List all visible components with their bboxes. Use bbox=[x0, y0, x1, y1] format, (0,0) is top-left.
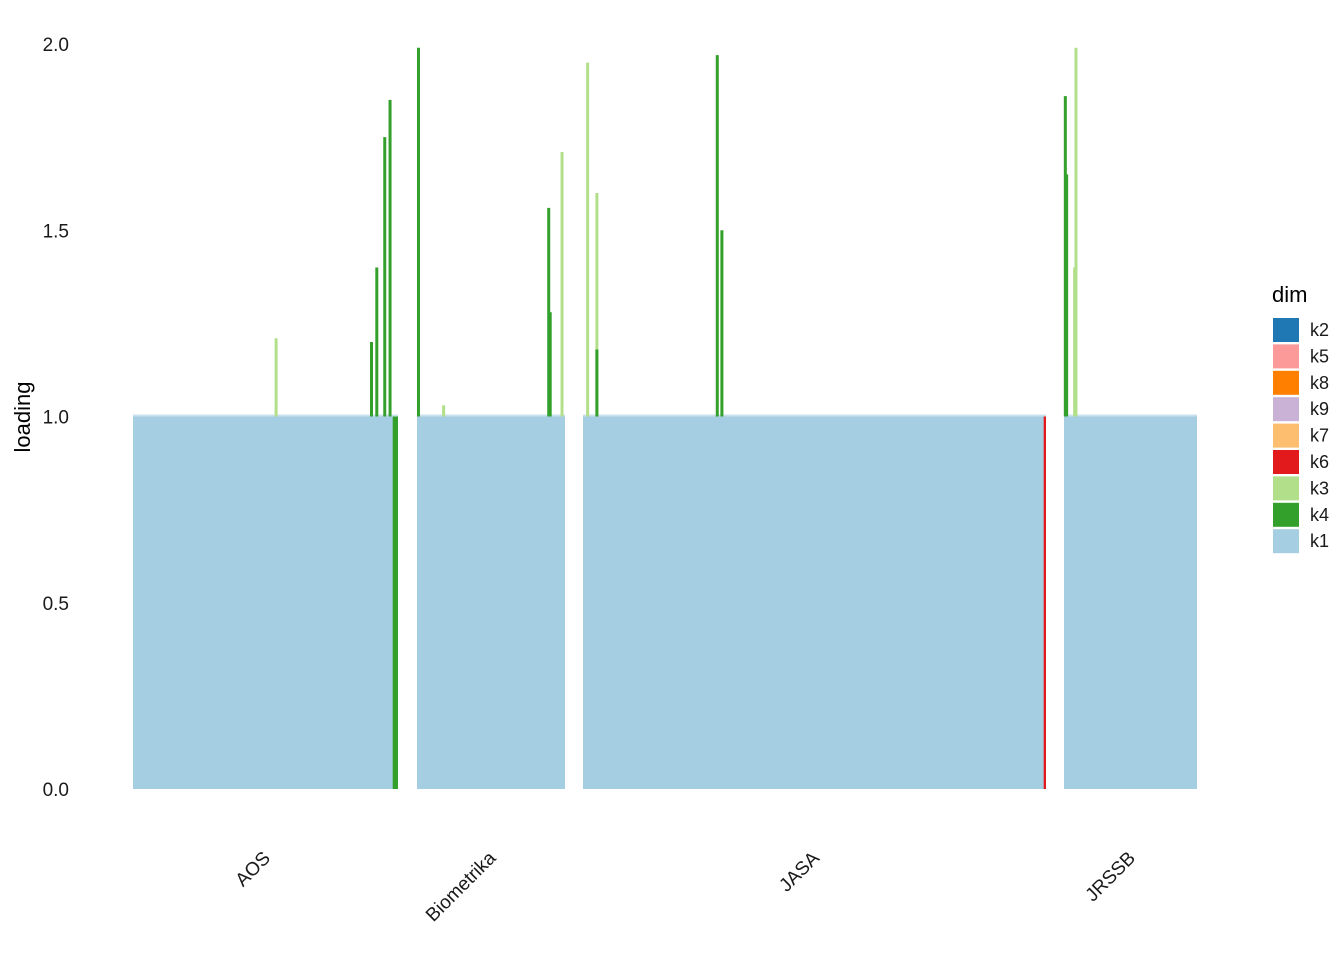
legend-swatch-k3 bbox=[1273, 476, 1299, 501]
legend-title: dim bbox=[1272, 282, 1307, 307]
y-axis-title: loading bbox=[10, 382, 35, 453]
legend-label-k5: k5 bbox=[1310, 346, 1329, 366]
plot-area bbox=[133, 47, 1197, 789]
x-tick-label: JRSSB bbox=[1082, 848, 1140, 906]
legend-label-k3: k3 bbox=[1310, 478, 1329, 498]
base-cap bbox=[583, 414, 1046, 417]
peak-k4 bbox=[1065, 174, 1069, 417]
peak-k3 bbox=[1073, 267, 1077, 417]
peak-k4 bbox=[370, 342, 373, 417]
legend-swatch-k4 bbox=[1273, 502, 1299, 527]
base-area-k1 bbox=[1064, 416, 1197, 789]
y-tick-label: 1.0 bbox=[43, 408, 69, 429]
legend-label-k8: k8 bbox=[1310, 373, 1329, 393]
peak-k4 bbox=[375, 267, 379, 417]
base-cap bbox=[133, 414, 398, 417]
legend-label-k9: k9 bbox=[1310, 399, 1329, 419]
panel-aos bbox=[133, 99, 398, 789]
y-tick-label: 0.5 bbox=[43, 594, 69, 615]
legend-label-k4: k4 bbox=[1310, 505, 1329, 525]
panel-biometrika bbox=[416, 47, 565, 789]
legend-swatch-k6 bbox=[1273, 450, 1299, 474]
peak-k3 bbox=[560, 152, 564, 417]
legend-label-k6: k6 bbox=[1310, 452, 1329, 472]
tail-k6 bbox=[1043, 416, 1046, 789]
legend-swatch-k9 bbox=[1273, 397, 1299, 422]
peak-k4 bbox=[383, 137, 387, 417]
x-tick-label: AOS bbox=[232, 848, 275, 891]
y-tick-label: 1.5 bbox=[43, 221, 69, 242]
legend-label-k2: k2 bbox=[1310, 320, 1329, 340]
peak-k4 bbox=[548, 312, 552, 417]
x-tick-label: JASA bbox=[775, 848, 824, 897]
peak-k3 bbox=[274, 338, 278, 417]
peak-k4 bbox=[388, 99, 392, 417]
legend-swatch-k8 bbox=[1273, 370, 1299, 395]
legend-swatch-k5 bbox=[1273, 344, 1299, 369]
panel-jasa bbox=[583, 55, 1046, 789]
base-area-k1 bbox=[133, 416, 398, 789]
base-area-k1 bbox=[583, 416, 1046, 789]
panel-jrssb bbox=[1063, 47, 1197, 789]
legend-label-k1: k1 bbox=[1310, 531, 1329, 551]
legend-swatch-k7 bbox=[1273, 423, 1299, 448]
y-tick-label: 2.0 bbox=[43, 35, 69, 56]
legend: dim k2 k5 k8 k9 k7 k6 k3 k4 k1 bbox=[1272, 282, 1329, 554]
y-tick-label: 0.0 bbox=[43, 780, 69, 801]
legend-swatch-k2 bbox=[1273, 318, 1299, 342]
legend-swatch-k1 bbox=[1273, 529, 1299, 554]
base-area-k1 bbox=[417, 416, 565, 789]
x-tick-label: Biometrika bbox=[422, 848, 501, 927]
tail-k4 bbox=[392, 416, 398, 789]
peak-k4 bbox=[715, 55, 719, 417]
base-cap bbox=[1064, 414, 1197, 417]
peak-k4 bbox=[595, 349, 599, 417]
y-axis: 0.0 0.5 1.0 1.5 2.0 bbox=[43, 35, 69, 801]
peak-k3 bbox=[442, 405, 446, 417]
peak-k4 bbox=[416, 47, 420, 417]
peak-k4 bbox=[720, 230, 724, 417]
x-axis: AOS Biometrika JASA JRSSB bbox=[232, 848, 1140, 927]
base-cap bbox=[417, 414, 565, 417]
peak-k3 bbox=[586, 62, 590, 417]
legend-label-k7: k7 bbox=[1310, 426, 1329, 446]
